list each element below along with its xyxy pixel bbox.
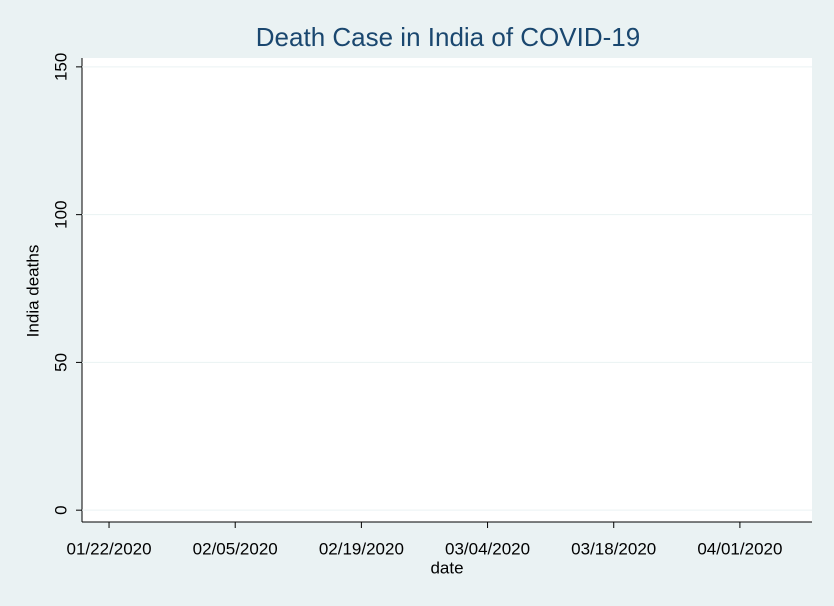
x-tick-label: 03/04/2020 [445,539,530,558]
x-tick-label: 02/19/2020 [319,539,404,558]
chart-title: Death Case in India of COVID-19 [256,22,640,52]
y-tick-label: 150 [51,53,70,81]
x-axis-label: date [430,558,463,577]
x-tick-label: 03/18/2020 [571,539,656,558]
x-tick-label: 04/01/2020 [697,539,782,558]
y-axis-label: India deaths [23,245,42,338]
y-tick-label: 100 [51,200,70,228]
plot-area [82,58,812,522]
x-tick-label: 01/22/2020 [66,539,151,558]
y-tick-label: 0 [51,505,70,514]
x-tick-label: 02/05/2020 [193,539,278,558]
y-tick-label: 50 [51,353,70,372]
